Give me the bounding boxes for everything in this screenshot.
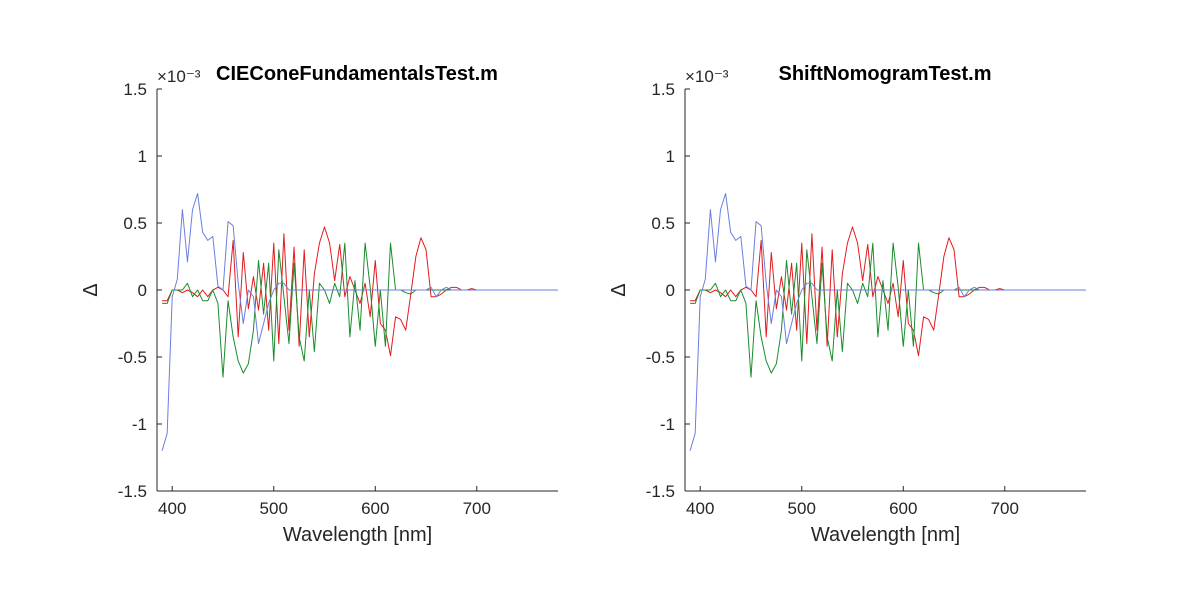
y-tick-label: -0.5	[118, 348, 147, 367]
x-axis-label: Wavelength [nm]	[283, 524, 432, 546]
y-tick-label: -1.5	[118, 482, 147, 501]
x-tick-label: 600	[361, 499, 389, 518]
chart-panel-2: -1.5 -1 -0.5 0 0.5 1 1.5 400 500 600 700 ×10⁻³ Shift…	[608, 63, 1086, 546]
chart-title: CIEConeFundamentalsTest.m	[216, 63, 498, 85]
y-tick-label: 0.5	[651, 214, 675, 233]
series-line-red	[162, 226, 558, 357]
y-tick-label: 1.5	[123, 80, 147, 99]
x-tick-label: 600	[889, 499, 917, 518]
x-tick-label: 500	[788, 499, 816, 518]
series-line-blue	[689, 193, 1086, 451]
y-tick-label: 1.5	[651, 80, 675, 99]
series-line-green	[690, 242, 1086, 378]
x-axis-label: Wavelength [nm]	[811, 524, 960, 546]
y-tick-label: 1	[666, 147, 675, 166]
y-tick-label: -1	[660, 415, 675, 434]
series-line-green	[162, 242, 558, 378]
x-tick-label: 400	[158, 499, 186, 518]
y-axis-label: Δ	[80, 283, 102, 296]
y-tick-label: 0	[138, 281, 147, 300]
y-tick-label: -1.5	[646, 482, 675, 501]
x-tick-label: 700	[991, 499, 1019, 518]
y-tick-label: -1	[132, 415, 147, 434]
chart-title: ShiftNomogramTest.m	[779, 63, 992, 85]
chart-panel-1: -1.5 -1 -0.5 0 0.5 1 1.5 400 500 600 700 ×10⁻³ CIECo…	[80, 63, 558, 546]
y-tick-label: 1	[138, 147, 147, 166]
x-tick-label: 700	[463, 499, 491, 518]
y-axis-exponent: ×10⁻³	[685, 67, 729, 86]
x-tick-label: 500	[260, 499, 288, 518]
y-tick-label: -0.5	[646, 348, 675, 367]
y-axis-exponent: ×10⁻³	[157, 67, 201, 86]
x-tick-label: 400	[686, 499, 714, 518]
series-line-blue	[161, 193, 558, 451]
y-tick-label: 0	[666, 281, 675, 300]
y-axis-label: Δ	[608, 283, 630, 296]
y-tick-label: 0.5	[123, 214, 147, 233]
series-line-red	[690, 226, 1086, 357]
